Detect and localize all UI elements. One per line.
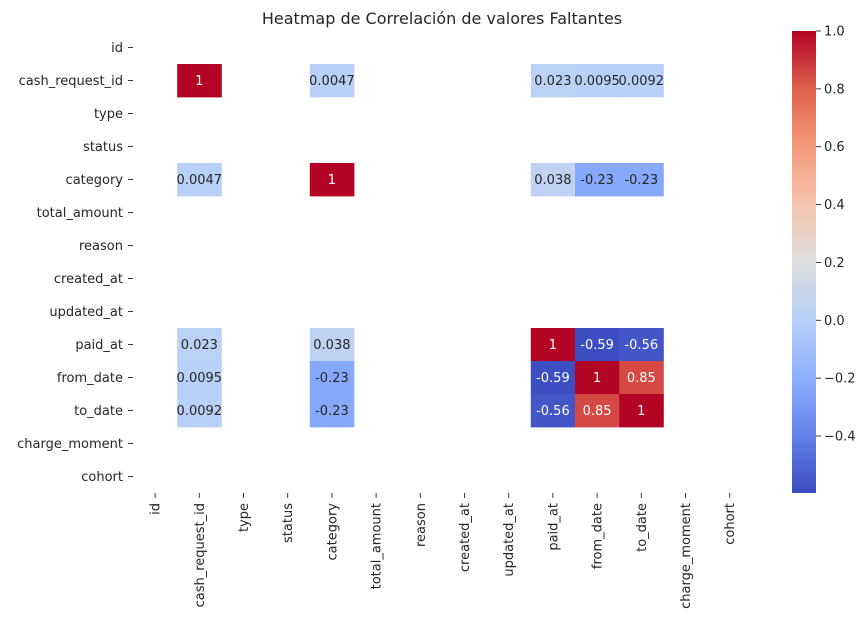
x-tick-label: created_at xyxy=(458,503,473,572)
cell-value-label: 0.0092 xyxy=(619,74,665,89)
cell-value-label: -0.23 xyxy=(624,173,658,188)
y-tick-label: category xyxy=(66,173,124,188)
y-tick-label: cohort xyxy=(81,470,123,485)
cell-value-label: -0.59 xyxy=(580,338,614,353)
heatmap-cell xyxy=(530,64,576,98)
cell-value-label: 0.0092 xyxy=(177,404,223,419)
cell-value-label: 1 xyxy=(637,404,645,419)
colorbar-tick-label: 0.0 xyxy=(824,314,845,329)
heatmap-cell xyxy=(177,328,222,362)
y-tick-label: paid_at xyxy=(75,338,123,353)
x-tick-label: from_date xyxy=(591,503,606,569)
cell-value-label: 0.85 xyxy=(583,404,612,419)
x-tick-label: total_amount xyxy=(370,503,385,589)
heatmap-cell xyxy=(619,394,664,428)
y-tick-label: reason xyxy=(79,239,123,254)
cell-value-label: -0.23 xyxy=(315,371,349,386)
y-tick-label: charge_moment xyxy=(17,437,123,452)
heatmap-cell xyxy=(530,328,576,362)
y-tick-label: status xyxy=(83,140,123,155)
chart-title: Heatmap de Correlación de valores Faltan… xyxy=(262,9,622,28)
cell-value-label: 0.038 xyxy=(534,173,571,188)
colorbar-tick-label: −0.2 xyxy=(824,372,856,387)
heatmap-cell xyxy=(619,64,664,98)
heatmap-cell xyxy=(177,361,222,395)
y-tick-label: updated_at xyxy=(49,305,123,320)
colorbar-tick-label: 1.0 xyxy=(824,25,845,40)
y-tick-label: from_date xyxy=(57,371,123,386)
cell-value-label: -0.23 xyxy=(315,404,349,419)
heatmap-cell xyxy=(309,361,355,395)
x-tick-label: id xyxy=(149,503,164,515)
x-tick-label: updated_at xyxy=(502,503,517,577)
heatmap-cell xyxy=(309,394,355,428)
heatmap-cell xyxy=(619,163,664,197)
heatmap-cell xyxy=(575,394,620,428)
cell-value-label: 0.0095 xyxy=(574,74,620,89)
colorbar-tick-label: −0.4 xyxy=(824,430,856,445)
x-tick-label: reason xyxy=(414,503,429,547)
colorbar-tick-label: 0.8 xyxy=(824,82,845,97)
y-tick-label: cash_request_id xyxy=(19,74,123,89)
heatmap-cell xyxy=(619,361,664,395)
heatmap-cell xyxy=(309,328,355,362)
cell-value-label: 0.023 xyxy=(534,74,571,89)
heatmap-cell xyxy=(177,163,222,197)
cell-value-label: 0.0047 xyxy=(309,74,355,89)
colorbar-tick-label: 0.4 xyxy=(824,198,845,213)
x-tick-label: paid_at xyxy=(546,503,561,551)
heatmap-cell xyxy=(575,328,620,362)
cell-value-label: 1 xyxy=(593,371,601,386)
heatmap-cell xyxy=(530,361,576,395)
heatmap-cell xyxy=(575,361,620,395)
y-tick-label: to_date xyxy=(74,404,123,419)
cell-value-label: -0.56 xyxy=(536,404,570,419)
colorbar-tick-label: 0.6 xyxy=(824,140,845,155)
y-tick-label: id xyxy=(111,41,123,56)
heatmap-cell xyxy=(177,394,222,428)
colorbar: 1.0 0.8 0.6 0.4 0.2 0.0 −0.2 −0.4 xyxy=(792,25,856,493)
heatmap-cell xyxy=(309,163,355,197)
heatmap-cell xyxy=(177,64,222,98)
colorbar-gradient xyxy=(792,31,816,493)
x-tick-label: cohort xyxy=(723,503,738,545)
x-tick-label: category xyxy=(325,503,340,561)
cell-value-label: -0.23 xyxy=(580,173,614,188)
x-tick-label: type xyxy=(237,503,252,532)
cell-value-label: 1 xyxy=(195,74,203,89)
cell-value-label: 0.038 xyxy=(313,338,350,353)
y-tick-label: type xyxy=(94,107,123,122)
x-tick-labels: id cash_request_id type status category total… xyxy=(149,493,738,609)
cell-value-label: -0.59 xyxy=(536,371,570,386)
x-tick-label: charge_moment xyxy=(679,503,694,609)
cell-value-label: 0.85 xyxy=(627,371,656,386)
x-tick-label: cash_request_id xyxy=(193,503,208,607)
y-tick-label: created_at xyxy=(54,272,123,287)
heatmap-cell xyxy=(309,64,355,98)
cell-value-label: 1 xyxy=(549,338,557,353)
cell-value-label: 0.023 xyxy=(181,338,218,353)
heatmap-cell xyxy=(530,163,576,197)
heatmap-cell xyxy=(530,394,576,428)
y-tick-label: total_amount xyxy=(37,206,123,221)
cell-value-label: 0.0047 xyxy=(177,173,223,188)
cell-value-label: 0.0095 xyxy=(177,371,223,386)
colorbar-tick-label: 0.2 xyxy=(824,256,845,271)
cell-value-label: -0.56 xyxy=(624,338,658,353)
x-tick-label: to_date xyxy=(635,503,650,552)
x-tick-label: status xyxy=(281,503,296,543)
heatmap-cell xyxy=(575,163,620,197)
heatmap-cell xyxy=(575,64,620,98)
heatmap-cell xyxy=(619,328,664,362)
cell-value-label: 1 xyxy=(328,173,336,188)
